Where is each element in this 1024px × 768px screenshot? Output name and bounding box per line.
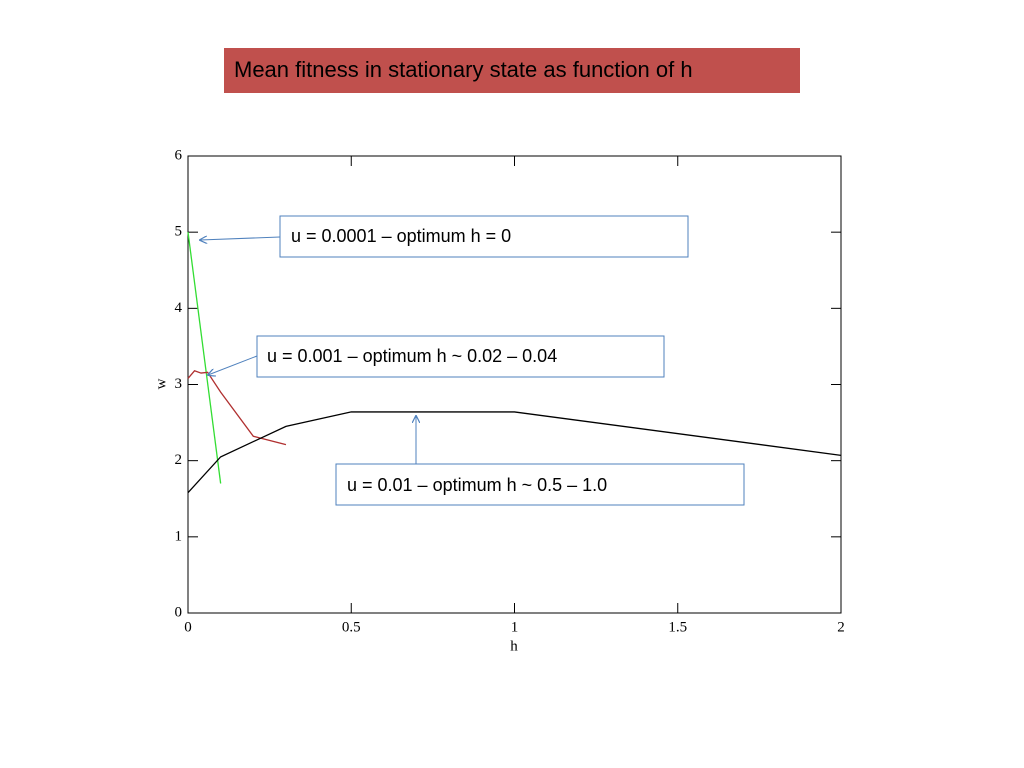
x-tick-label: 2 — [837, 619, 845, 635]
line — [187, 411, 842, 494]
y-tick-label: 2 — [175, 452, 183, 468]
y-axis-label: w — [153, 378, 169, 389]
annotation: u = 0.0001 – optimum h = 0 — [291, 226, 511, 246]
annotation-arrow — [200, 237, 281, 240]
x-tick-label: 1 — [511, 619, 519, 635]
line — [187, 232, 222, 484]
y-tick-label: 3 — [175, 376, 183, 392]
annotation: u = 0.01 – optimum h ~ 0.5 – 1.0 — [347, 475, 607, 495]
annotation-arrow — [208, 355, 258, 375]
y-tick-label: 4 — [175, 300, 183, 316]
annotation: u = 0.001 – optimum h ~ 0.02 – 0.04 — [267, 346, 557, 366]
y-tick-label: 6 — [175, 147, 183, 163]
title-box — [224, 48, 800, 93]
annotation-box — [279, 215, 689, 258]
x-tick-label: 0.5 — [342, 619, 361, 635]
x-tick-label: 0 — [184, 619, 192, 635]
annotation-box — [335, 463, 745, 506]
x-axis-label: h — [510, 638, 518, 654]
y-tick-label: 0 — [175, 604, 183, 620]
y-tick-label: 5 — [175, 224, 183, 240]
chart-title: Mean fitness in stationary state as func… — [234, 57, 693, 82]
x-tick-label: 1.5 — [668, 619, 687, 635]
y-tick-label: 1 — [175, 528, 183, 544]
